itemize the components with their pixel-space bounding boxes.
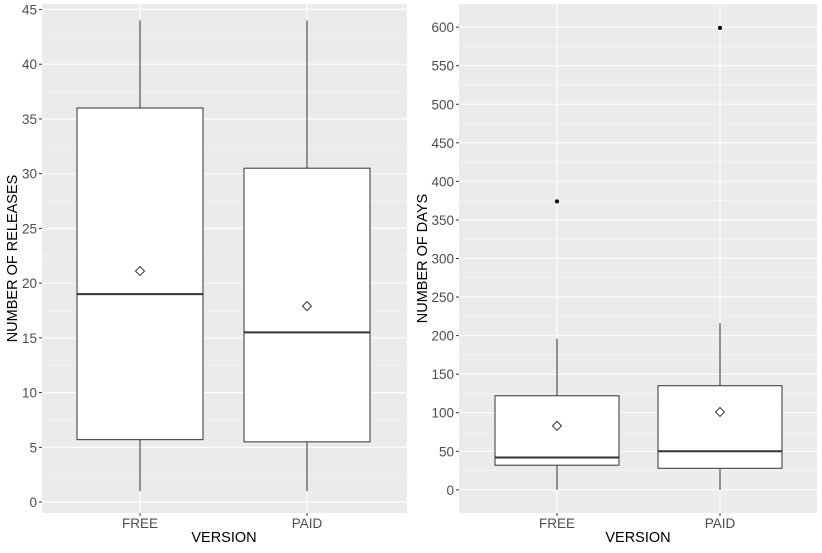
- mean-marker: [134, 265, 146, 277]
- outlier-point: [718, 25, 722, 30]
- y-tick-label: 20: [22, 276, 37, 291]
- chart-panel-1: 0 5 10 15 20 25 30 35 40 45 FREE PAID VERSION NUMBER …: [5, 2, 407, 546]
- y-tick-label: 250: [431, 290, 454, 305]
- y-tick-label: 0: [29, 495, 37, 510]
- y-axis-title: NUMBER OF DAYS: [415, 194, 431, 323]
- y-tick-label: 40: [22, 57, 37, 72]
- x-tick-label: PAID: [292, 516, 323, 531]
- y-tick-label: 100: [431, 406, 454, 421]
- box-free: [76, 20, 204, 492]
- y-tick-label: 50: [439, 444, 454, 459]
- box-paid: [243, 20, 371, 492]
- x-tick-label: FREE: [539, 516, 575, 531]
- y-tick-label: 5: [29, 440, 37, 455]
- y-tick-label: 500: [431, 97, 454, 112]
- y-tick-label: 200: [431, 329, 454, 344]
- chart-panel-2: 0 50 100 150 200 250 300 350 400 450 500 550 600 FREE…: [415, 4, 817, 546]
- y-tick-label: 450: [431, 136, 454, 151]
- y-tick-label: 400: [431, 174, 454, 189]
- y-tick-label: 0: [446, 483, 454, 498]
- y-axis-title: NUMBER OF RELEASES: [5, 175, 21, 343]
- x-axis-title: VERSION: [605, 530, 670, 546]
- box-free: [494, 199, 620, 490]
- y-tick-label: 300: [431, 252, 454, 267]
- y-tick-label: 45: [22, 2, 37, 17]
- outlier-point: [555, 199, 559, 204]
- y-tick-label: 550: [431, 59, 454, 74]
- box-paid: [657, 25, 783, 490]
- iqr-box: [657, 385, 783, 469]
- iqr-box: [76, 107, 204, 441]
- y-tick-label: 600: [431, 20, 454, 35]
- x-tick-label: FREE: [122, 516, 158, 531]
- y-tick-label: 15: [22, 331, 37, 346]
- y-tick-label: 150: [431, 367, 454, 382]
- y-tick-label: 30: [22, 167, 37, 182]
- y-tick-label: 350: [431, 213, 454, 228]
- x-tick-label: PAID: [705, 516, 736, 531]
- x-axis-title: VERSION: [191, 530, 256, 546]
- iqr-box: [243, 167, 371, 443]
- y-tick-label: 10: [22, 386, 37, 401]
- mean-marker: [551, 420, 563, 432]
- mean-marker: [714, 406, 726, 418]
- mean-marker: [301, 300, 313, 312]
- y-tick-label: 25: [22, 221, 37, 236]
- y-tick-label: 35: [22, 112, 37, 127]
